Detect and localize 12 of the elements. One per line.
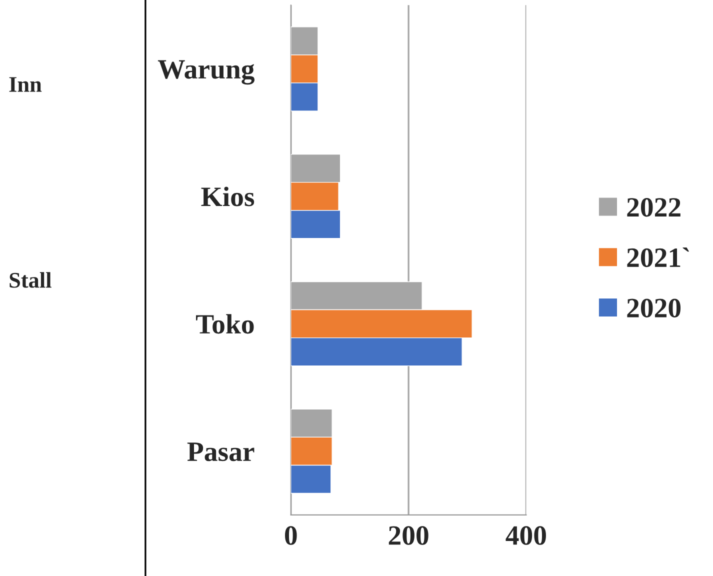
text: Stall	[10, 272, 52, 288]
y-tick-label: Warung	[158, 60, 255, 85]
legend-label: 2020	[627, 298, 681, 318]
x-tick-label: 400	[506, 526, 546, 545]
legend-label: 2021`	[627, 248, 689, 268]
x-tick-label: 0	[285, 526, 297, 545]
text: Inn	[9, 77, 42, 92]
y-tick-label: Pasar	[187, 442, 254, 462]
y-tick-label: Toko	[196, 314, 254, 334]
y-tick-label: Kios	[201, 186, 254, 206]
x-tick-label: 200	[388, 526, 428, 545]
legend-label: 2022	[627, 198, 680, 217]
